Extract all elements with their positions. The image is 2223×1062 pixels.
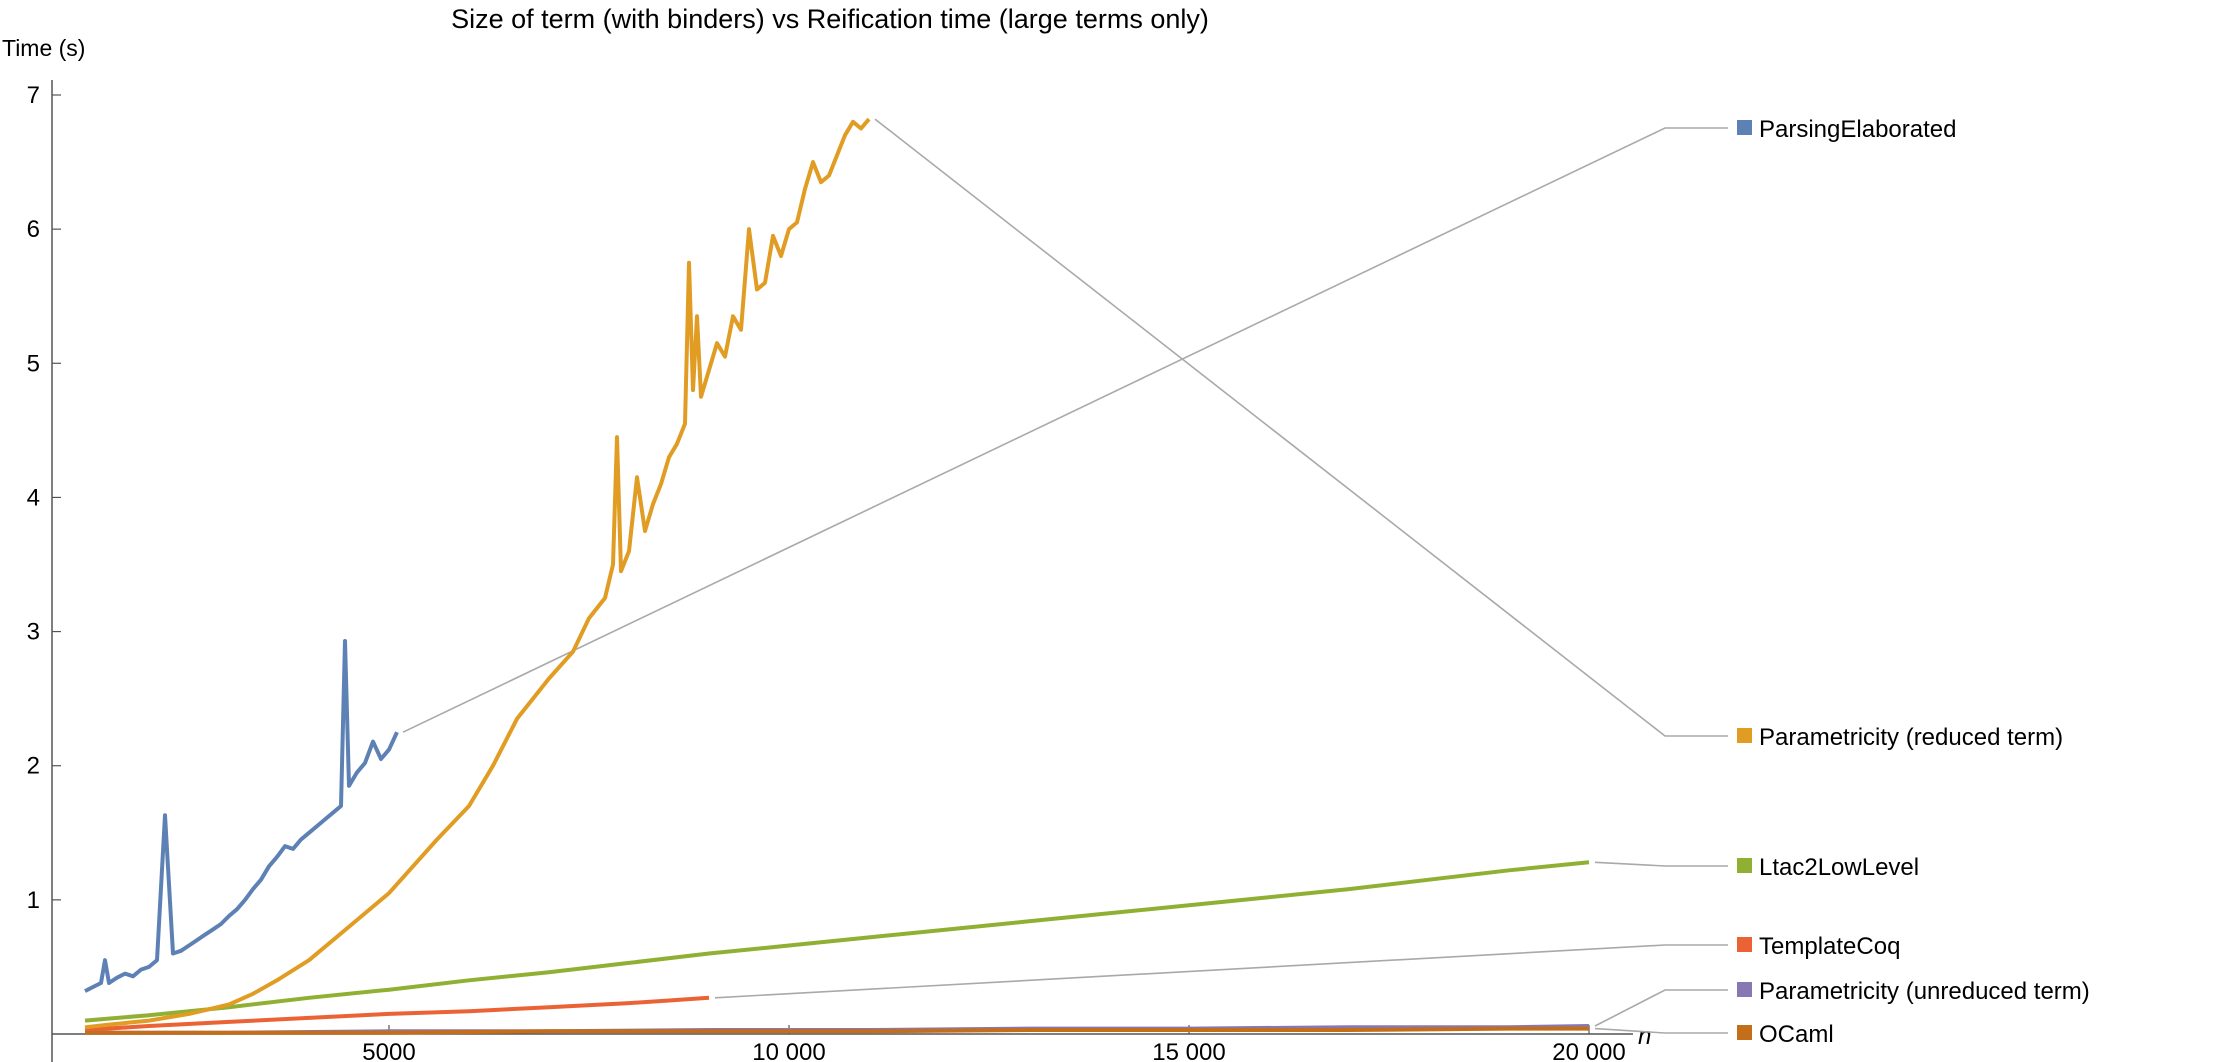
legend: ParsingElaborated Parametricity (reduced … [1737, 116, 2090, 1048]
legend-leader-line [402, 127, 1728, 733]
x-tick-label: 5000 [362, 1039, 415, 1062]
legend-leader-lines [402, 118, 1728, 1034]
y-axis-label: Time (s) [2, 35, 85, 61]
y-tick-label: 4 [27, 484, 40, 511]
legend-leader-line [714, 944, 1728, 999]
series-line [84, 639, 399, 993]
legend-label: Parametricity (unreduced term) [1759, 978, 2090, 1005]
legend-label: Parametricity (reduced term) [1759, 724, 2063, 751]
y-axis-ticks: 1 2 3 4 5 6 7 [27, 82, 61, 914]
legend-leader-line [1594, 989, 1728, 1027]
series-line [84, 995, 710, 1032]
series-line [84, 117, 871, 1030]
x-axis-ticks: 5000 10 000 15 000 20 000 [362, 1025, 1626, 1062]
x-tick-label: 15 000 [1152, 1039, 1225, 1062]
x-axis-label: n [1638, 1023, 1651, 1050]
legend-leader-line [1594, 1027, 1728, 1034]
y-tick-label: 2 [27, 753, 40, 780]
legend-label: TemplateCoq [1759, 933, 1900, 960]
y-tick-label: 1 [27, 887, 40, 914]
legend-swatch [1737, 982, 1752, 997]
y-tick-label: 6 [27, 216, 40, 243]
series-line [84, 860, 1590, 1023]
y-tick-label: 3 [27, 619, 40, 646]
x-tick-label: 20 000 [1552, 1039, 1625, 1062]
chart-title: Size of term (with binders) vs Reificati… [451, 4, 1209, 34]
x-tick-label: 10 000 [752, 1039, 825, 1062]
legend-swatch [1737, 858, 1752, 873]
legend-label: ParsingElaborated [1759, 116, 1956, 143]
legend-leader-line [874, 118, 1728, 737]
legend-label: OCaml [1759, 1021, 1834, 1048]
legend-swatch [1737, 728, 1752, 743]
legend-label: Ltac2LowLevel [1759, 854, 1919, 881]
y-tick-label: 7 [27, 82, 40, 109]
legend-swatch [1737, 1025, 1752, 1040]
legend-swatch [1737, 937, 1752, 952]
series-line [85, 1026, 1589, 1035]
legend-swatch [1737, 120, 1752, 135]
series-lines [84, 117, 1590, 1035]
y-tick-label: 5 [27, 350, 40, 377]
legend-leader-line [1594, 861, 1728, 867]
